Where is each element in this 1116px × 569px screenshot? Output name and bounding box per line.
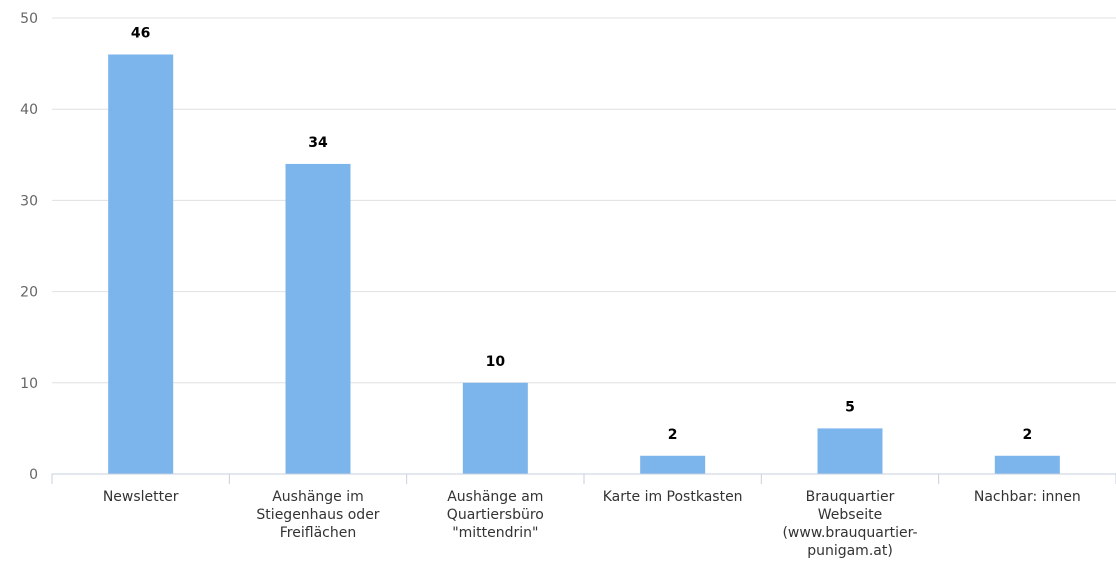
data-label: 10 [486, 354, 506, 370]
bar[interactable] [817, 428, 883, 474]
x-tick-label: Aushänge im Stiegenhaus oder Freiflächen [256, 489, 379, 541]
x-tick-label-line: Stiegenhaus oder [256, 507, 379, 523]
grid-layer [52, 17, 1116, 384]
x-tick-label-line: Webseite [818, 507, 882, 523]
x-tick-label-line: Freiflächen [280, 525, 356, 541]
bar[interactable] [108, 54, 174, 474]
x-tick-label: Aushänge am Quartiersbüro "mittendrin" [447, 489, 544, 541]
x-tick-label: Karte im Postkasten [603, 489, 743, 505]
bar[interactable] [285, 163, 351, 475]
x-tick-label-line: "mittendrin" [452, 525, 538, 541]
x-tick-label: Brauquartier Webseite (www.brauquartier-pu… [782, 489, 917, 559]
bar[interactable] [640, 455, 706, 474]
x-tick-label-line: Quartiersbüro [447, 507, 544, 523]
x-tick-label-line: Karte im Postkasten [603, 489, 743, 505]
x-tick-label: Nachbar: innen [974, 489, 1081, 505]
y-tick-label: 10 [20, 376, 38, 392]
x-tick-label-line: punigam.at) [807, 543, 893, 559]
x-tick-label-line: Brauquartier [806, 489, 895, 505]
x-tick-label-line: Nachbar: innen [974, 489, 1081, 505]
axis-layer: 0 10 20 30 40 50 Newsletter Aushänge im Stiegenh… [20, 11, 1116, 559]
y-tick-label: 30 [20, 193, 38, 209]
y-tick-label: 20 [20, 285, 38, 301]
bar-layer [108, 54, 1060, 475]
bar[interactable] [462, 382, 528, 474]
data-label: 46 [131, 25, 150, 41]
y-tick-label: 50 [20, 11, 38, 27]
x-tick-label-line: Aushänge im [272, 489, 364, 505]
x-tick-label-line: Newsletter [103, 489, 179, 505]
data-label: 5 [845, 399, 855, 415]
x-tick-label-line: (www.brauquartier- [782, 525, 917, 541]
x-tick-label-line: Aushänge am [447, 489, 543, 505]
y-tick-label: 0 [29, 467, 38, 483]
data-label: 2 [668, 427, 678, 443]
y-tick-label: 40 [20, 102, 38, 118]
label-layer: 46 34 10 2 5 2 [131, 25, 1032, 442]
bar[interactable] [994, 455, 1060, 474]
data-label: 2 [1022, 427, 1032, 443]
data-label: 34 [308, 135, 328, 151]
x-tick-label: Newsletter [103, 489, 179, 505]
